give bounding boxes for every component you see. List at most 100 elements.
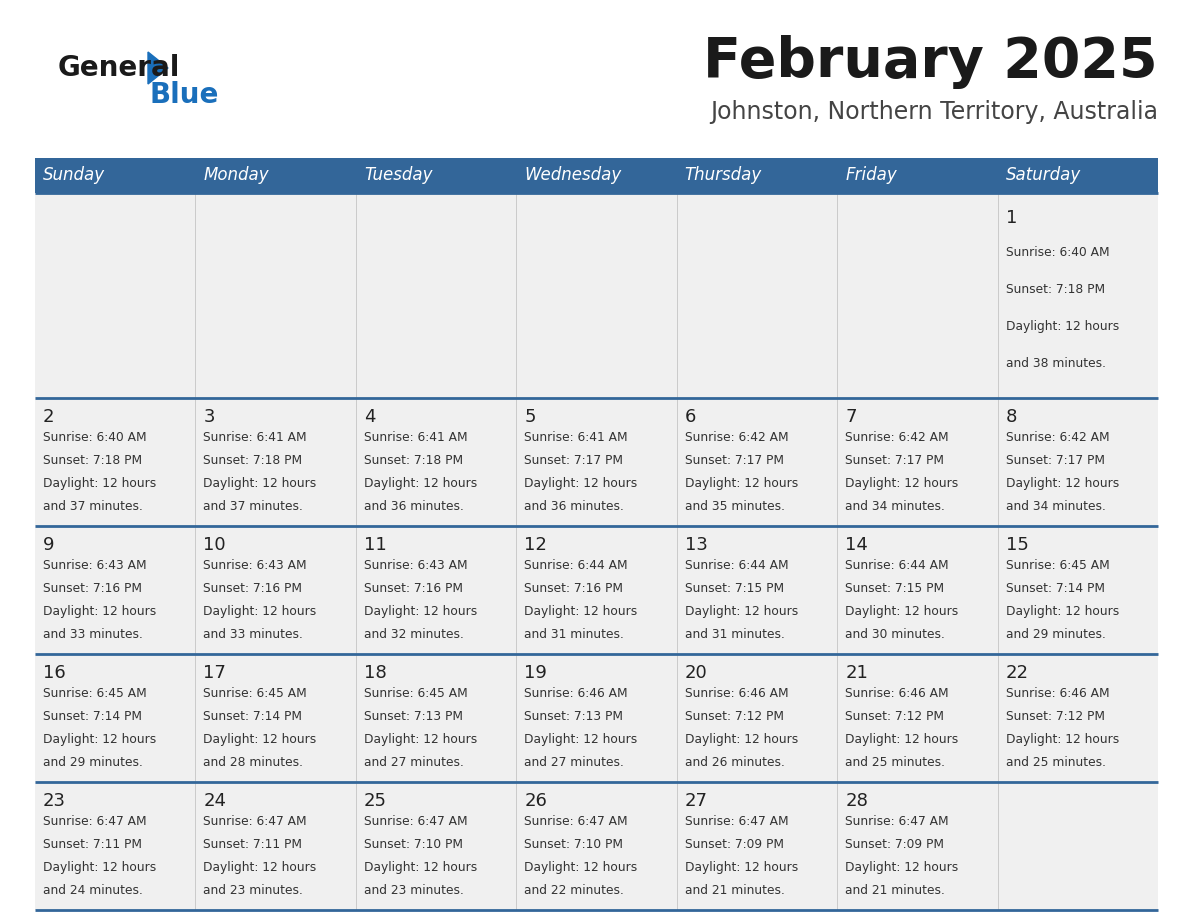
Text: Daylight: 12 hours: Daylight: 12 hours [845,861,959,874]
Text: Sunset: 7:16 PM: Sunset: 7:16 PM [203,582,303,595]
Text: 27: 27 [684,792,708,811]
Text: Sunset: 7:12 PM: Sunset: 7:12 PM [1005,711,1105,723]
Bar [34,526,196,654]
Text: Sunset: 7:09 PM: Sunset: 7:09 PM [684,838,784,851]
Text: Daylight: 12 hours: Daylight: 12 hours [1005,477,1119,490]
Text: and 27 minutes.: and 27 minutes. [524,756,624,769]
Text: Daylight: 12 hours: Daylight: 12 hours [43,861,157,874]
Bar [838,158,998,193]
Text: and 21 minutes.: and 21 minutes. [845,884,944,898]
Text: and 32 minutes.: and 32 minutes. [364,628,463,642]
Text: Daylight: 12 hours: Daylight: 12 hours [524,605,638,619]
Bar [838,654,998,782]
Polygon shape [148,52,168,84]
Bar [34,397,196,526]
Text: 21: 21 [845,664,868,682]
Bar [356,782,517,910]
Text: Sunset: 7:13 PM: Sunset: 7:13 PM [364,711,463,723]
Bar [196,782,356,910]
Text: Sunset: 7:15 PM: Sunset: 7:15 PM [845,582,944,595]
Bar [517,193,677,397]
Bar [196,526,356,654]
Bar [838,193,998,397]
Text: Sunset: 7:18 PM: Sunset: 7:18 PM [43,454,143,467]
Text: Sunrise: 6:46 AM: Sunrise: 6:46 AM [524,688,628,700]
Text: Tuesday: Tuesday [364,166,432,185]
Text: Sunrise: 6:43 AM: Sunrise: 6:43 AM [43,559,146,572]
Text: Daylight: 12 hours: Daylight: 12 hours [364,477,478,490]
Text: 18: 18 [364,664,386,682]
Text: and 27 minutes.: and 27 minutes. [364,756,463,769]
Text: Friday: Friday [845,166,897,185]
Text: Daylight: 12 hours: Daylight: 12 hours [524,733,638,746]
Text: Daylight: 12 hours: Daylight: 12 hours [684,861,798,874]
Text: and 34 minutes.: and 34 minutes. [845,500,944,513]
Text: and 25 minutes.: and 25 minutes. [845,756,946,769]
Text: and 33 minutes.: and 33 minutes. [43,628,143,642]
Text: Daylight: 12 hours: Daylight: 12 hours [1005,320,1119,333]
Text: Daylight: 12 hours: Daylight: 12 hours [845,605,959,619]
Text: 7: 7 [845,409,857,426]
Text: 1: 1 [1005,209,1017,228]
Text: Sunrise: 6:47 AM: Sunrise: 6:47 AM [364,815,468,828]
Text: and 37 minutes.: and 37 minutes. [43,500,143,513]
Text: February 2025: February 2025 [703,35,1158,89]
Text: Sunrise: 6:42 AM: Sunrise: 6:42 AM [1005,431,1110,444]
Text: and 23 minutes.: and 23 minutes. [364,884,463,898]
Text: and 22 minutes.: and 22 minutes. [524,884,624,898]
Text: Sunrise: 6:43 AM: Sunrise: 6:43 AM [364,559,468,572]
Text: Sunset: 7:15 PM: Sunset: 7:15 PM [684,582,784,595]
Text: and 37 minutes.: and 37 minutes. [203,500,303,513]
Text: Sunrise: 6:42 AM: Sunrise: 6:42 AM [684,431,789,444]
Bar [517,526,677,654]
Text: Sunrise: 6:47 AM: Sunrise: 6:47 AM [203,815,307,828]
Bar [677,397,838,526]
Text: Daylight: 12 hours: Daylight: 12 hours [203,733,317,746]
Text: and 24 minutes.: and 24 minutes. [43,884,143,898]
Bar [517,397,677,526]
Text: Sunset: 7:16 PM: Sunset: 7:16 PM [524,582,624,595]
Text: Daylight: 12 hours: Daylight: 12 hours [43,605,157,619]
Bar [677,782,838,910]
Bar [34,654,196,782]
Text: Sunset: 7:10 PM: Sunset: 7:10 PM [364,838,463,851]
Text: Sunrise: 6:46 AM: Sunrise: 6:46 AM [845,688,949,700]
Text: Sunrise: 6:47 AM: Sunrise: 6:47 AM [43,815,146,828]
Text: 3: 3 [203,409,215,426]
Bar [677,193,838,397]
Text: Sunset: 7:14 PM: Sunset: 7:14 PM [203,711,303,723]
Text: Daylight: 12 hours: Daylight: 12 hours [684,477,798,490]
Text: and 29 minutes.: and 29 minutes. [1005,628,1106,642]
Text: 15: 15 [1005,536,1029,554]
Bar [838,526,998,654]
Text: 10: 10 [203,536,226,554]
Text: Monday: Monday [203,166,268,185]
Bar [998,158,1158,193]
Text: Thursday: Thursday [684,166,762,185]
Text: Sunrise: 6:46 AM: Sunrise: 6:46 AM [684,688,789,700]
Text: Daylight: 12 hours: Daylight: 12 hours [684,733,798,746]
Bar [998,526,1158,654]
Text: 20: 20 [684,664,708,682]
Text: Sunset: 7:14 PM: Sunset: 7:14 PM [43,711,143,723]
Bar [196,193,356,397]
Text: Daylight: 12 hours: Daylight: 12 hours [364,861,478,874]
Text: Sunrise: 6:45 AM: Sunrise: 6:45 AM [364,688,468,700]
Text: and 36 minutes.: and 36 minutes. [364,500,463,513]
Text: Daylight: 12 hours: Daylight: 12 hours [524,477,638,490]
Text: Sunrise: 6:41 AM: Sunrise: 6:41 AM [524,431,628,444]
Text: Sunrise: 6:40 AM: Sunrise: 6:40 AM [1005,246,1110,259]
Text: and 26 minutes.: and 26 minutes. [684,756,784,769]
Bar [34,158,196,193]
Bar [677,526,838,654]
Bar [677,158,838,193]
Bar [838,397,998,526]
Bar [196,654,356,782]
Text: Sunset: 7:12 PM: Sunset: 7:12 PM [684,711,784,723]
Text: 26: 26 [524,792,548,811]
Bar [196,158,356,193]
Text: Daylight: 12 hours: Daylight: 12 hours [43,733,157,746]
Text: Sunrise: 6:44 AM: Sunrise: 6:44 AM [845,559,949,572]
Text: 22: 22 [1005,664,1029,682]
Text: and 28 minutes.: and 28 minutes. [203,756,303,769]
